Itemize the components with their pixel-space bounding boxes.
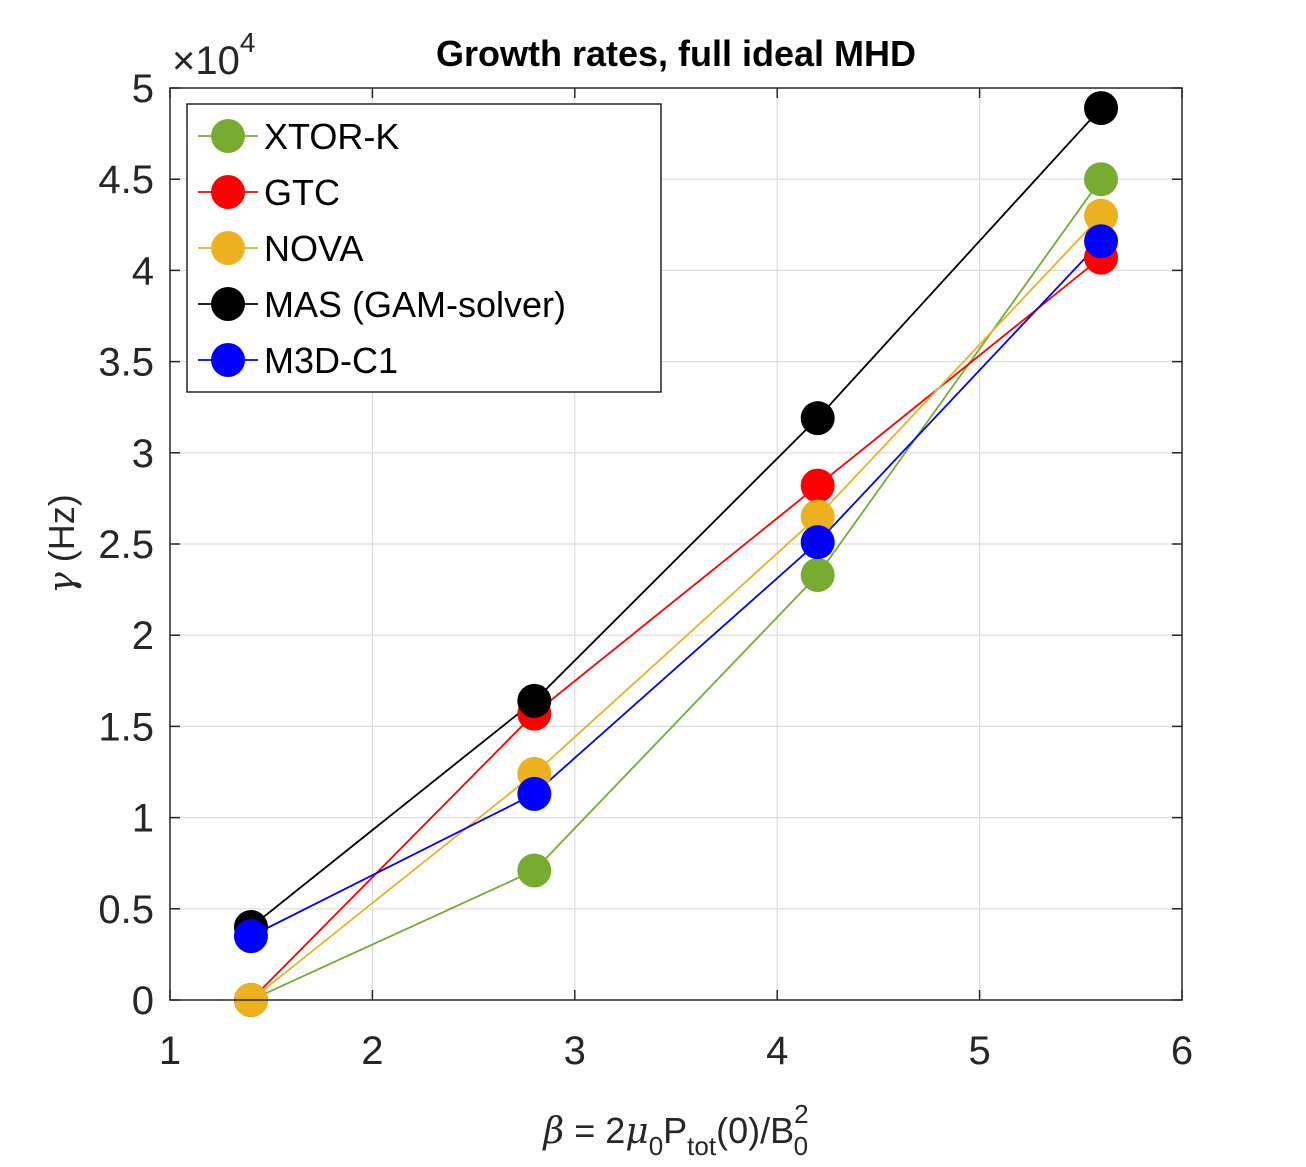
series-line (250, 107, 1102, 928)
data-point (517, 776, 552, 811)
y-tick-label: 3.5 (98, 341, 154, 385)
data-point (1084, 198, 1119, 233)
y-tick-label: 1.5 (98, 705, 154, 749)
y-tick-label: 2 (132, 614, 154, 658)
legend-marker (211, 119, 245, 153)
y-tick-label: 4.5 (98, 158, 154, 202)
chart-title: Growth rates, full ideal MHD (436, 33, 916, 74)
x-axis-label: β = 2μ0Ptot(0)/B2 0 (541, 1099, 808, 1161)
legend-items: XTOR-K GTC NOVA MAS (GAM-solver) M3D-C1 (198, 116, 566, 381)
data-point (1084, 91, 1119, 126)
legend-label: NOVA (264, 228, 363, 269)
data-point (1084, 224, 1119, 259)
x-label-tot: tot (687, 1131, 717, 1161)
data-point (800, 401, 835, 436)
x-tick-label: 2 (361, 1029, 383, 1073)
y-tick-label: 2.5 (98, 523, 154, 567)
x-label-beta: β (541, 1111, 564, 1152)
legend-label: M3D-C1 (264, 340, 398, 381)
x-label-sub-b: 0 (794, 1131, 808, 1161)
x-tick-label: 5 (968, 1029, 990, 1073)
y-tick-label: 5 (132, 67, 154, 111)
legend: XTOR-K GTC NOVA MAS (GAM-solver) M3D-C1 (186, 103, 662, 393)
x-label-p: P (663, 1110, 687, 1151)
y-exponent-prefix: ×10 (172, 39, 240, 83)
x-tick-label: 6 (1171, 1029, 1193, 1073)
series-layer (233, 91, 1119, 1017)
y-tick-label: 0.5 (98, 888, 154, 932)
y-tick-label: 4 (132, 249, 154, 293)
data-point (800, 558, 835, 593)
legend-marker (211, 231, 245, 265)
data-point (517, 853, 552, 888)
y-label-gamma: γ (42, 572, 83, 594)
data-point (233, 919, 268, 954)
series-line (250, 178, 1102, 1001)
legend-label: MAS (GAM-solver) (264, 284, 566, 325)
y-exponent: ×104 (172, 27, 255, 83)
x-label-mu-sub: 0 (649, 1131, 663, 1161)
tick-marks (169, 87, 1183, 1001)
legend-marker (211, 343, 245, 377)
x-label-eq: = 2 (564, 1110, 625, 1151)
data-point (517, 683, 552, 718)
series-line (250, 256, 1102, 1001)
legend-label: GTC (264, 172, 340, 213)
x-tick-label: 4 (766, 1029, 788, 1073)
data-point (800, 525, 835, 560)
data-point (800, 468, 835, 503)
y-exponent-power: 4 (240, 27, 256, 58)
y-label-unit: (Hz) (41, 494, 82, 572)
legend-label: XTOR-K (264, 116, 399, 157)
data-point (800, 499, 835, 534)
y-axis-label: γ (Hz) (41, 494, 83, 594)
y-tick-labels: 0 0.5 1 1.5 2 2.5 3 3.5 4 4.5 5 (98, 67, 154, 1023)
series-line (250, 215, 1102, 1001)
legend-box (186, 103, 662, 393)
data-point (1084, 162, 1119, 197)
y-tick-label: 0 (132, 979, 154, 1023)
legend-marker (211, 175, 245, 209)
legend-marker (211, 287, 245, 321)
y-tick-label: 1 (132, 797, 154, 841)
x-tick-label: 3 (564, 1029, 586, 1073)
x-label-sup: 2 (794, 1099, 808, 1129)
x-label-rest: (0)/B (716, 1110, 794, 1151)
x-label-mu: μ (625, 1111, 648, 1152)
x-tick-labels: 1 2 3 4 5 6 (159, 1029, 1193, 1073)
x-tick-label: 1 (159, 1029, 181, 1073)
y-tick-label: 3 (132, 432, 154, 476)
series-line (250, 240, 1102, 938)
